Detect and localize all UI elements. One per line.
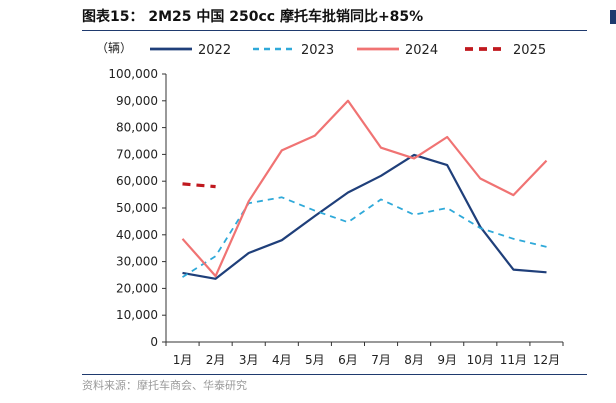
title-divider xyxy=(82,30,587,31)
y-tick-label: 50,000 xyxy=(116,201,158,215)
series-1-legend-label: 2023 xyxy=(301,43,334,58)
series-1-line xyxy=(182,196,547,278)
chart-legend: 2022 2023 2024 2025 xyxy=(150,43,546,58)
series-3-line xyxy=(182,182,216,189)
y-axis-ticks: 0 10,000 20,000 30,000 40,000 50,000 60,000 70,… xyxy=(108,67,166,349)
y-tick-label: 20,000 xyxy=(116,281,158,295)
y-tick-label: 60,000 xyxy=(116,174,158,188)
x-tick-label: 8月 xyxy=(404,353,424,367)
x-tick-label: 11月 xyxy=(500,353,527,367)
x-tick-label: 9月 xyxy=(437,353,457,367)
y-tick-label: 40,000 xyxy=(116,228,158,242)
y-tick-label: 70,000 xyxy=(116,147,158,161)
x-tick-label: 10月 xyxy=(467,353,494,367)
y-tick-label: 30,000 xyxy=(116,255,158,269)
y-tick-label: 90,000 xyxy=(116,94,158,108)
series-0-line xyxy=(182,153,547,280)
chart-title-bar: 图表15： 2M25 中国 250cc 摩托车批销同比+85% xyxy=(82,4,587,30)
source-note: 资料来源：摩托车商会、华泰研究 xyxy=(82,379,247,392)
y-axis-unit-label: （辆） xyxy=(96,41,132,55)
x-tick-label: 1月 xyxy=(173,353,193,367)
x-tick-label: 6月 xyxy=(338,353,358,367)
x-tick-label: 7月 xyxy=(371,353,391,367)
chart-title: 图表15： 2M25 中国 250cc 摩托车批销同比+85% xyxy=(82,9,424,25)
x-tick-label: 2月 xyxy=(206,353,226,367)
series-0-legend-label: 2022 xyxy=(198,43,231,58)
source-divider xyxy=(82,374,587,375)
y-tick-label: 100,000 xyxy=(108,67,158,81)
y-tick-label: 10,000 xyxy=(116,308,158,322)
series-3-legend-label: 2025 xyxy=(513,43,546,58)
x-axis-ticks: 1月 2月 3月 4月 5月 6月 7月 8月 9月 10月 11月 12月 xyxy=(165,342,564,367)
series-2-legend-label: 2024 xyxy=(405,43,438,58)
y-tick-label: 0 xyxy=(150,335,158,349)
edge-accent-mark xyxy=(610,10,616,24)
x-tick-label: 5月 xyxy=(305,353,325,367)
chart-axes xyxy=(165,74,563,343)
y-tick-label: 80,000 xyxy=(116,121,158,135)
x-tick-label: 3月 xyxy=(239,353,259,367)
series-2-line xyxy=(181,99,548,278)
x-tick-label: 4月 xyxy=(272,353,292,367)
x-tick-label: 12月 xyxy=(533,353,560,367)
chart-series xyxy=(181,99,548,280)
